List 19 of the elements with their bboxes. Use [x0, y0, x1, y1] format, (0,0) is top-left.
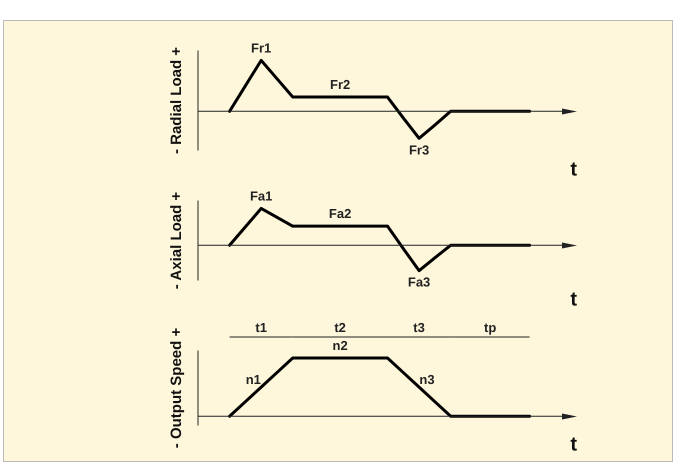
y-axis-title: - Output Speed +: [168, 328, 186, 448]
text: Fa3: [408, 274, 430, 290]
x-axis-title: t: [570, 288, 578, 311]
text: t2: [334, 320, 346, 336]
text: n2: [332, 338, 348, 353]
text: tp: [484, 320, 496, 336]
text: t1: [255, 320, 267, 336]
x-axis-title: t: [570, 158, 578, 181]
annotation: Fr2: [330, 77, 350, 92]
annotation: n1: [246, 372, 261, 388]
y-axis-title: - Radial Load +: [168, 46, 186, 154]
x-axis-title: t: [570, 434, 578, 456]
annotation: n3: [419, 372, 435, 388]
text: Fr3: [408, 142, 430, 158]
text: Fr1: [251, 40, 272, 56]
annotation: Fa2: [328, 206, 352, 222]
text: t3: [413, 320, 425, 336]
y-axis-title: - Axial Load +: [168, 192, 186, 290]
text: Fa1: [250, 188, 272, 204]
